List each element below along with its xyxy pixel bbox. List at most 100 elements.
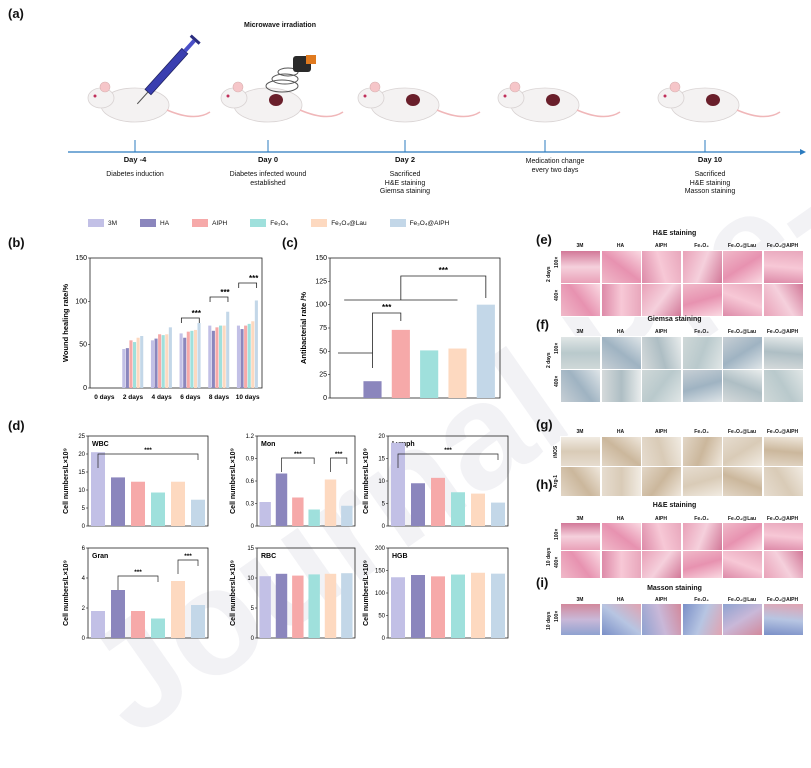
row-label: 100×	[554, 528, 560, 540]
row-label: 2 days	[546, 352, 552, 368]
micrograph-giemsa	[762, 369, 804, 403]
column-label: 3M	[576, 516, 584, 522]
column-label: 3M	[576, 243, 584, 249]
micrograph-ihc	[600, 466, 642, 497]
micrograph-he-day10	[722, 522, 763, 551]
column-label: 3M	[576, 597, 584, 603]
micrograph-ihc	[681, 436, 723, 467]
bar	[131, 481, 145, 526]
chart-title: Mon	[261, 441, 275, 448]
y-tick-label: 15	[78, 470, 85, 476]
column-label: Fe₃O₄	[694, 243, 709, 249]
y-tick-label: 0	[382, 524, 386, 530]
y-tick-label: 0	[251, 636, 255, 642]
y-tick-label: 50	[319, 348, 327, 355]
column-label: HA	[616, 516, 625, 522]
bar	[308, 509, 320, 526]
bar	[247, 323, 251, 388]
row-label: 10 days	[546, 547, 552, 566]
bar	[208, 325, 212, 388]
bar	[448, 348, 467, 398]
y-tick-label: 25	[319, 372, 327, 379]
bar	[259, 502, 271, 526]
significance-label: ***	[249, 274, 259, 283]
y-tick-label: 125	[315, 278, 327, 285]
micrograph-masson	[560, 603, 601, 636]
bar	[197, 323, 201, 388]
row-label: 100×	[554, 610, 560, 622]
micrograph-he-day10	[762, 522, 804, 551]
mouse-illustration	[657, 81, 781, 152]
micrograph-ihc	[722, 466, 763, 497]
micrograph-giemsa	[681, 336, 723, 370]
micrograph-ihc	[641, 436, 682, 467]
y-tick-label: 75	[319, 325, 327, 332]
y-tick-label: 100	[315, 302, 327, 309]
micrograph-he-day2	[641, 283, 682, 317]
bar	[411, 483, 425, 526]
bar	[222, 325, 226, 388]
micrograph-giemsa	[560, 369, 601, 403]
bar	[251, 321, 255, 388]
legend-item-aiph: AIPH	[192, 219, 227, 227]
timeline-description: Sacrificed H&E staining Masson staining	[684, 171, 736, 195]
y-tick-label: 150	[75, 255, 87, 262]
mouse-illustration	[220, 81, 344, 152]
bar	[451, 492, 465, 526]
mouse-illustration	[357, 81, 481, 152]
micrograph-ihc	[681, 466, 723, 497]
giemsa-staining-title: Giemsa staining	[647, 316, 702, 323]
bar	[391, 329, 410, 398]
significance-label: ***	[134, 569, 142, 576]
significance-bracket	[397, 453, 499, 468]
y-tick-label: 0.9	[246, 457, 255, 463]
micrograph-masson	[641, 603, 682, 636]
plot-frame	[87, 547, 209, 639]
microwave-device-icon	[265, 55, 316, 93]
column-label: Fe₃O₄	[694, 429, 709, 435]
masson-staining-title: Masson staining	[647, 585, 702, 592]
bar	[191, 499, 205, 526]
y-tick-label: 5	[382, 502, 386, 508]
significance-bracket	[209, 296, 229, 302]
micrograph-giemsa	[722, 336, 763, 370]
panel-label-d: (d)	[8, 418, 25, 433]
bar	[411, 575, 425, 638]
micrograph-he-day2	[762, 283, 804, 317]
significance-bracket	[97, 453, 199, 468]
significance-label: ***	[192, 309, 202, 318]
bar	[191, 605, 205, 638]
y-axis-label: Antibacterial rate /%	[299, 292, 308, 364]
y-tick-label: 50	[79, 342, 87, 349]
bar	[190, 330, 194, 388]
column-label: Fe₃O₄@AIPH	[766, 429, 799, 435]
significance-label: ***	[144, 447, 152, 454]
panel-label-g: (g)	[536, 417, 553, 432]
bar	[324, 573, 337, 638]
micrograph-he-day2	[681, 283, 723, 317]
column-label: AIPH	[655, 516, 667, 522]
micrograph-giemsa	[681, 369, 723, 403]
bar	[125, 348, 129, 388]
y-axis-label: Cell numbers/L×10⁹	[230, 448, 237, 514]
column-label: Fe₃O₄@AIPH	[766, 597, 799, 603]
micrograph-giemsa	[600, 336, 642, 370]
he-staining-day10-title: H&E staining	[652, 502, 697, 509]
bar	[341, 573, 353, 638]
significance-label: ***	[335, 451, 343, 458]
bar	[391, 442, 405, 526]
micrograph-he-day2	[762, 250, 804, 284]
micrograph-giemsa	[722, 369, 763, 403]
micrograph-he-day10	[641, 522, 682, 551]
y-axis-label: Cell numbers/L×10⁹	[363, 448, 370, 514]
micrograph-he-day2	[641, 250, 682, 284]
bar	[476, 304, 495, 398]
bar	[129, 340, 133, 388]
column-label: HA	[616, 243, 625, 249]
micrograph-he-day10	[762, 550, 804, 579]
chart-title: HGB	[392, 553, 408, 560]
column-label: AIPH	[655, 597, 667, 603]
x-tick-label: 6 days	[180, 394, 201, 401]
chart-title: RBC	[261, 553, 276, 560]
